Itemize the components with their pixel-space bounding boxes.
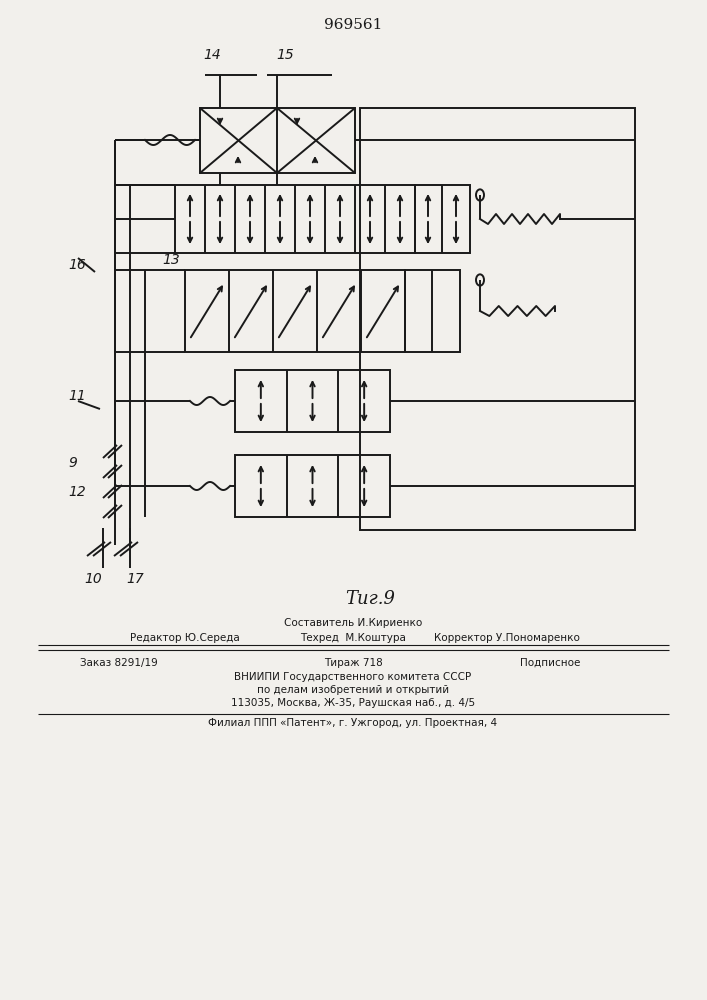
- Text: 11: 11: [68, 389, 86, 403]
- Text: Τиг.9: Τиг.9: [345, 590, 395, 608]
- Bar: [235, 455, 390, 517]
- Text: Составитель И.Кириенко: Составитель И.Кириенко: [284, 618, 422, 628]
- Text: 113035, Москва, Ж-35, Раушская наб., д. 4/5: 113035, Москва, Ж-35, Раушская наб., д. …: [231, 698, 475, 708]
- Text: 13: 13: [162, 253, 180, 267]
- Bar: [175, 185, 415, 253]
- Bar: [415, 185, 470, 253]
- Text: 10: 10: [84, 572, 102, 586]
- Text: ВНИИПИ Государственного комитета СССР: ВНИИПИ Государственного комитета СССР: [235, 672, 472, 682]
- Text: Заказ 8291/19: Заказ 8291/19: [80, 658, 158, 668]
- Bar: [360, 108, 635, 530]
- Text: 16: 16: [68, 258, 86, 272]
- Text: Подписное: Подписное: [520, 658, 580, 668]
- Text: 12: 12: [68, 485, 86, 499]
- Text: 969561: 969561: [324, 18, 382, 32]
- Text: 9: 9: [68, 456, 77, 470]
- Bar: [185, 270, 405, 352]
- Text: Редактор Ю.Середа: Редактор Ю.Середа: [130, 633, 240, 643]
- Text: Корректор У.Пономаренко: Корректор У.Пономаренко: [434, 633, 580, 643]
- Text: 14: 14: [203, 48, 221, 62]
- Bar: [235, 370, 390, 432]
- Text: по делам изобретений и открытий: по делам изобретений и открытий: [257, 685, 449, 695]
- Bar: [405, 270, 460, 352]
- Text: 17: 17: [126, 572, 144, 586]
- Text: 15: 15: [276, 48, 294, 62]
- Bar: [200, 108, 355, 173]
- Text: Техред  М.Коштура: Техред М.Коштура: [300, 633, 406, 643]
- Text: Филиал ППП «Патент», г. Ужгород, ул. Проектная, 4: Филиал ППП «Патент», г. Ужгород, ул. Про…: [209, 718, 498, 728]
- Text: Тираж 718: Тираж 718: [324, 658, 382, 668]
